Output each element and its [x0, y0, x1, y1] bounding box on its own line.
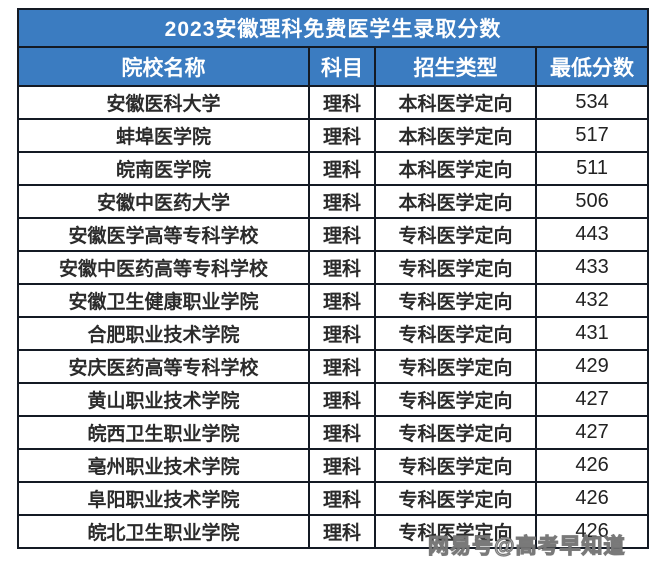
cell-min-score: 426 — [534, 448, 650, 483]
cell-school-name: 蚌埠医学院 — [17, 118, 310, 153]
cell-subject: 理科 — [308, 283, 376, 318]
cell-subject: 理科 — [308, 415, 376, 450]
table-row: 亳州职业技术学院 理科 专科医学定向 426 — [17, 448, 650, 483]
cell-subject: 理科 — [308, 151, 376, 186]
cell-subject: 理科 — [308, 85, 376, 120]
table-row: 安徽医学高等专科学校 理科 专科医学定向 443 — [17, 217, 650, 252]
cell-school-name: 黄山职业技术学院 — [17, 382, 310, 417]
table-row: 安徽卫生健康职业学院 理科 专科医学定向 432 — [17, 283, 650, 318]
table-row: 皖西卫生职业学院 理科 专科医学定向 427 — [17, 415, 650, 450]
cell-school-name: 安庆医药高等专科学校 — [17, 349, 310, 384]
cell-min-score: 429 — [534, 349, 650, 384]
table-title: 2023安徽理科免费医学生录取分数 — [16, 8, 650, 48]
cell-subject: 理科 — [308, 481, 376, 516]
cell-admission-type: 专科医学定向 — [374, 415, 537, 450]
cell-admission-type: 本科医学定向 — [374, 151, 537, 186]
cell-admission-type: 专科医学定向 — [374, 349, 537, 384]
cell-admission-type: 专科医学定向 — [374, 217, 537, 252]
cell-min-score: 511 — [534, 151, 650, 186]
table-row: 蚌埠医学院 理科 本科医学定向 517 — [17, 118, 650, 153]
cell-admission-type: 专科医学定向 — [374, 250, 537, 285]
cell-admission-type: 专科医学定向 — [374, 514, 537, 549]
cell-min-score: 431 — [534, 316, 650, 351]
cell-school-name: 皖南医学院 — [17, 151, 310, 186]
cell-admission-type: 专科医学定向 — [374, 316, 537, 351]
table-row: 安徽中医药大学 理科 本科医学定向 506 — [17, 184, 650, 219]
column-header-min-score: 最低分数 — [534, 46, 650, 87]
cell-min-score: 427 — [534, 415, 650, 450]
table-row: 黄山职业技术学院 理科 专科医学定向 427 — [17, 382, 650, 417]
cell-school-name: 安徽医学高等专科学校 — [17, 217, 310, 252]
cell-subject: 理科 — [308, 184, 376, 219]
cell-subject: 理科 — [308, 316, 376, 351]
cell-subject: 理科 — [308, 448, 376, 483]
column-header-subject: 科目 — [308, 46, 376, 87]
cell-subject: 理科 — [308, 250, 376, 285]
cell-admission-type: 专科医学定向 — [374, 382, 537, 417]
cell-admission-type: 专科医学定向 — [374, 448, 537, 483]
table-row: 安庆医药高等专科学校 理科 专科医学定向 429 — [17, 349, 650, 384]
cell-admission-type: 专科医学定向 — [374, 283, 537, 318]
cell-min-score: 443 — [534, 217, 650, 252]
cell-min-score: 432 — [534, 283, 650, 318]
table-row: 安徽医科大学 理科 本科医学定向 534 — [17, 85, 650, 120]
table-row: 皖北卫生职业学院 理科 专科医学定向 426 — [17, 514, 650, 549]
cell-min-score: 506 — [534, 184, 650, 219]
column-header-school: 院校名称 — [17, 46, 310, 87]
cell-subject: 理科 — [308, 514, 376, 549]
cell-school-name: 皖西卫生职业学院 — [17, 415, 310, 450]
cell-school-name: 安徽中医药高等专科学校 — [17, 250, 310, 285]
cell-subject: 理科 — [308, 349, 376, 384]
cell-admission-type: 专科医学定向 — [374, 481, 537, 516]
cell-min-score: 426 — [534, 514, 650, 549]
cell-min-score: 534 — [534, 85, 650, 120]
cell-subject: 理科 — [308, 382, 376, 417]
cell-school-name: 阜阳职业技术学院 — [17, 481, 310, 516]
cell-min-score: 517 — [534, 118, 650, 153]
cell-school-name: 安徽卫生健康职业学院 — [17, 283, 310, 318]
cell-school-name: 亳州职业技术学院 — [17, 448, 310, 483]
cell-school-name: 皖北卫生职业学院 — [17, 514, 310, 549]
cell-admission-type: 本科医学定向 — [374, 118, 537, 153]
table-title-row: 2023安徽理科免费医学生录取分数 — [16, 8, 650, 48]
cell-min-score: 427 — [534, 382, 650, 417]
table-body: 安徽医科大学 理科 本科医学定向 534 蚌埠医学院 理科 本科医学定向 517… — [17, 85, 650, 549]
table-row: 安徽中医药高等专科学校 理科 专科医学定向 433 — [17, 250, 650, 285]
cell-subject: 理科 — [308, 217, 376, 252]
column-header-admission-type: 招生类型 — [374, 46, 537, 87]
cell-admission-type: 本科医学定向 — [374, 85, 537, 120]
cell-school-name: 合肥职业技术学院 — [17, 316, 310, 351]
table-row: 皖南医学院 理科 本科医学定向 511 — [17, 151, 650, 186]
table-row: 合肥职业技术学院 理科 专科医学定向 431 — [17, 316, 650, 351]
cell-min-score: 426 — [534, 481, 650, 516]
cell-admission-type: 本科医学定向 — [374, 184, 537, 219]
cell-min-score: 433 — [534, 250, 650, 285]
cell-school-name: 安徽医科大学 — [17, 85, 310, 120]
cell-subject: 理科 — [308, 118, 376, 153]
table-header-row: 院校名称 科目 招生类型 最低分数 — [17, 46, 650, 87]
table-row: 阜阳职业技术学院 理科 专科医学定向 426 — [17, 481, 650, 516]
cell-school-name: 安徽中医药大学 — [17, 184, 310, 219]
admission-score-table: 2023安徽理科免费医学生录取分数 院校名称 科目 招生类型 最低分数 安徽医科… — [16, 8, 650, 549]
